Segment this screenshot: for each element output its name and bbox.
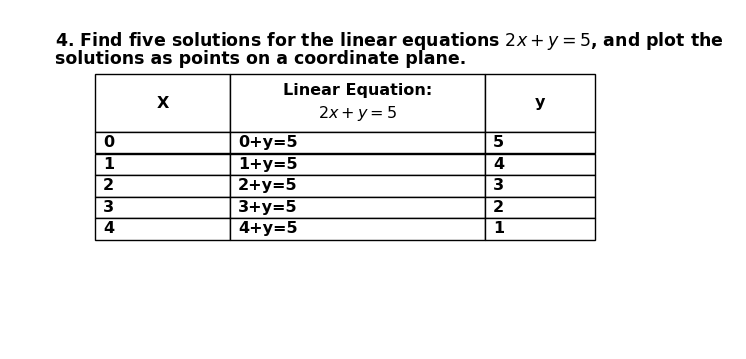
Text: 4+y=5: 4+y=5 [238, 221, 298, 236]
Text: 4: 4 [103, 221, 114, 236]
Text: 0: 0 [103, 135, 114, 150]
Bar [95, 175, 230, 196]
Bar [485, 218, 595, 239]
Bar [95, 196, 230, 218]
Text: 0+y=5: 0+y=5 [238, 135, 298, 150]
Text: y: y [535, 95, 545, 111]
Bar [230, 175, 485, 196]
Text: 5: 5 [493, 135, 504, 150]
Text: 2+y=5: 2+y=5 [238, 178, 298, 193]
Text: 2: 2 [493, 200, 504, 215]
Text: 4: 4 [493, 157, 504, 172]
Bar [485, 74, 595, 132]
Bar [95, 132, 230, 154]
Bar [485, 175, 595, 196]
Bar [230, 218, 485, 239]
Text: 3: 3 [493, 178, 504, 193]
Bar [95, 74, 230, 132]
Text: 3: 3 [103, 200, 114, 215]
Bar [485, 196, 595, 218]
Bar [95, 218, 230, 239]
Bar [485, 132, 595, 154]
Bar [230, 196, 485, 218]
Bar [95, 154, 230, 175]
Text: 2: 2 [103, 178, 114, 193]
Bar [230, 74, 485, 132]
Bar [230, 154, 485, 175]
Text: solutions as points on a coordinate plane.: solutions as points on a coordinate plan… [55, 50, 466, 68]
Text: 3+y=5: 3+y=5 [238, 200, 298, 215]
Text: 1: 1 [103, 157, 114, 172]
Bar [230, 132, 485, 154]
Text: 4. Find five solutions for the linear equations $2x + y = 5$, and plot the: 4. Find five solutions for the linear eq… [55, 30, 724, 52]
Bar [485, 154, 595, 175]
Text: 1+y=5: 1+y=5 [238, 157, 298, 172]
Text: Linear Equation:
$2x + y = 5$: Linear Equation: $2x + y = 5$ [283, 83, 432, 123]
Text: X: X [157, 95, 169, 111]
Text: 1: 1 [493, 221, 504, 236]
